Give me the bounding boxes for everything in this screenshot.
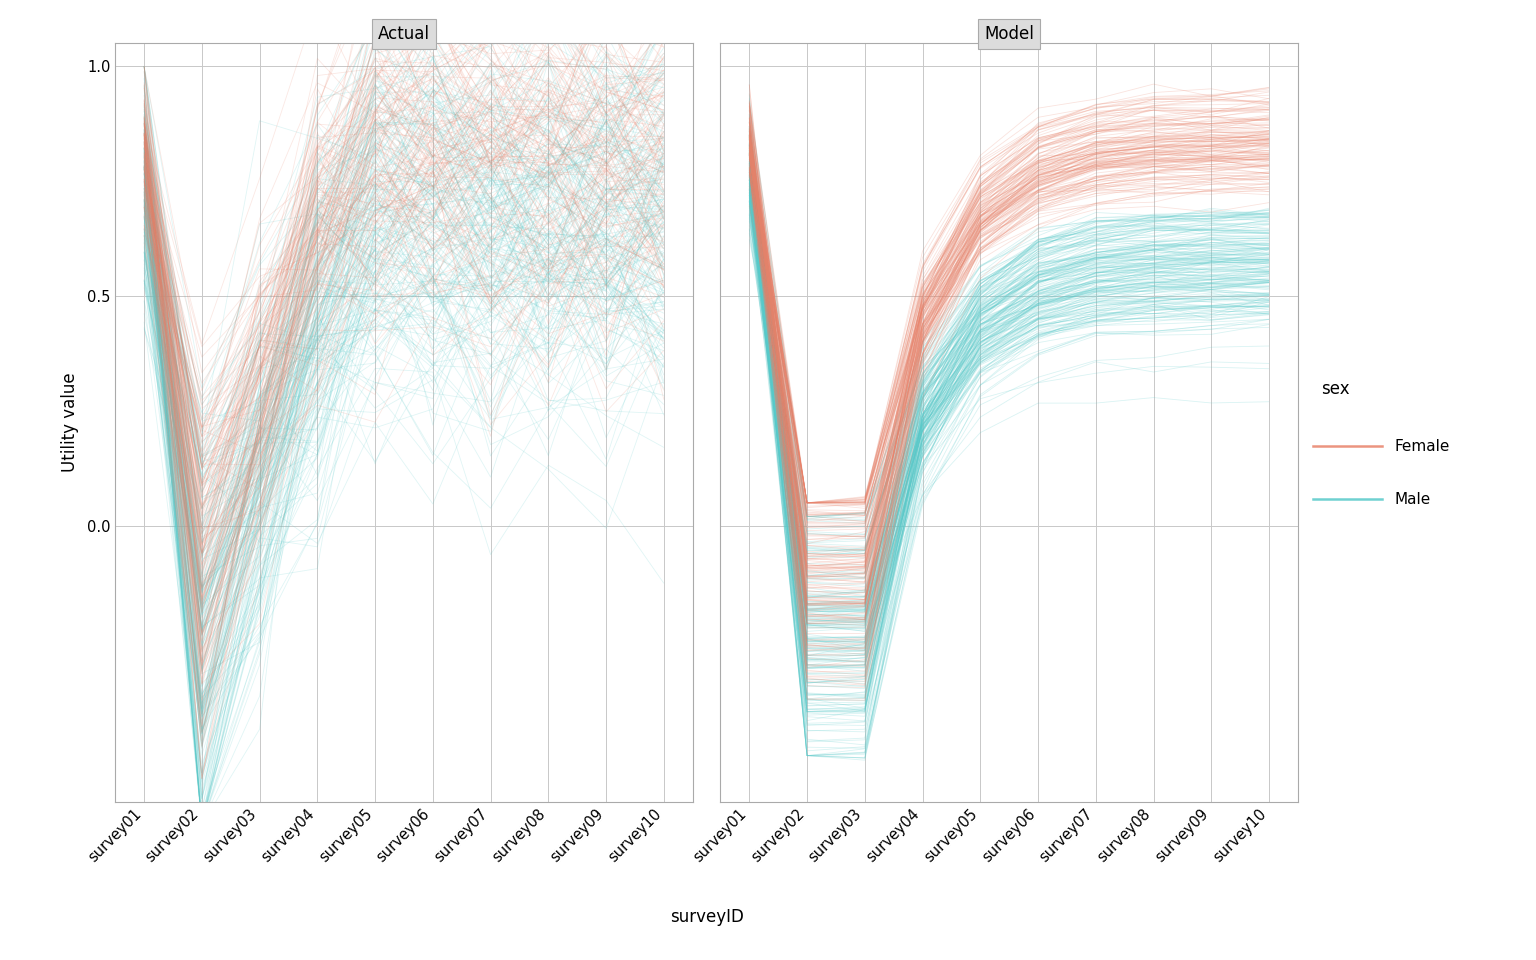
Text: sex: sex xyxy=(1321,380,1350,397)
Y-axis label: Utility value: Utility value xyxy=(60,372,78,472)
Text: Model: Model xyxy=(985,25,1034,43)
Text: surveyID: surveyID xyxy=(670,908,743,925)
Text: Male: Male xyxy=(1395,492,1432,507)
Text: Actual: Actual xyxy=(378,25,430,43)
Text: Female: Female xyxy=(1395,439,1450,454)
